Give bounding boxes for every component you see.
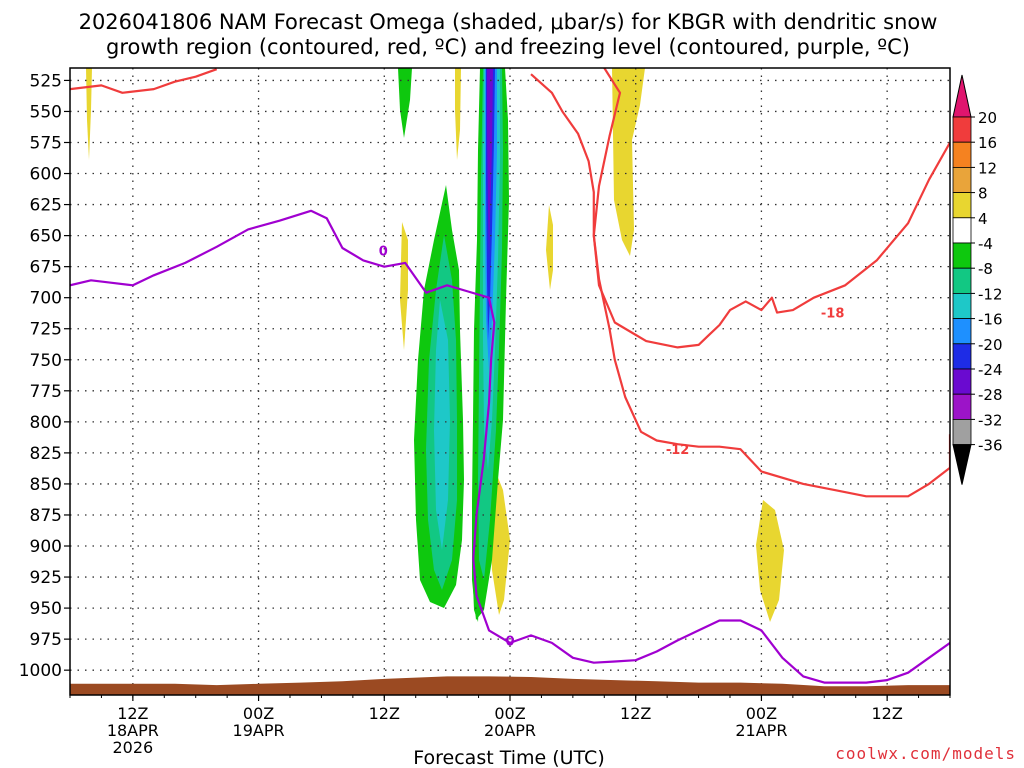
contour-line (592, 68, 950, 349)
colorbar-label: -12 (978, 285, 1003, 303)
colorbar-segment (952, 318, 972, 345)
y-tick-label: 625 (30, 196, 62, 216)
y-tick-label: 875 (30, 506, 62, 526)
y-tick-label: 575 (30, 133, 62, 153)
contour-line (70, 209, 950, 684)
colorbar-segment (952, 192, 972, 219)
colorbar-segment (952, 166, 972, 193)
y-tick-label: 775 (30, 382, 62, 402)
y-tick-label: 750 (30, 351, 62, 371)
colorbar-label: -32 (978, 411, 1003, 429)
colorbar-segment (952, 141, 972, 168)
colorbar-segment (952, 343, 972, 370)
y-tick-label: 825 (30, 444, 62, 464)
y-tick-label: 975 (30, 630, 62, 650)
x-tick-label: 00Z (746, 704, 777, 723)
colorbar-label: 4 (978, 210, 988, 228)
contour-label: 0 (379, 245, 388, 260)
colorbar-segment (952, 116, 972, 143)
x-tick-label: 12Z (369, 704, 400, 723)
y-tick-label: 800 (30, 413, 62, 433)
y-tick-label: 700 (30, 289, 62, 309)
x-tick-label: 2026 (112, 738, 153, 757)
y-tick-label: 900 (30, 537, 62, 557)
colorbar-segment (952, 292, 972, 319)
chart-title-line1: 2026041806 NAM Forecast Omega (shaded, μ… (79, 10, 938, 34)
chart-title-line2: growth region (contoured, red, ºC) and f… (106, 35, 910, 59)
colorbar: 20 16 12 8 4 -4 -8 -12 -16 -20 -24 -28 -32 -36 (952, 74, 1003, 485)
x-tick-label: 12Z (871, 704, 902, 723)
x-tick-label: 21APR (735, 721, 787, 740)
colorbar-segment (952, 393, 972, 420)
x-tick-label: 18APR (107, 721, 159, 740)
terrain-fill (70, 676, 950, 695)
y-tick-label: 925 (30, 568, 62, 588)
y-tick-label: 675 (30, 258, 62, 278)
contour-lines (70, 68, 950, 684)
y-tick-label: 950 (30, 599, 62, 619)
contour-label: -12 (666, 443, 690, 458)
x-tick-label: 00Z (243, 704, 274, 723)
x-tick-label: 12Z (117, 704, 148, 723)
contour-line (70, 68, 218, 94)
plot-area (70, 68, 950, 695)
colorbar-label: 16 (978, 134, 997, 152)
colorbar-label: 8 (978, 185, 988, 203)
x-tick-label: 20APR (484, 721, 536, 740)
colorbar-label: -4 (978, 235, 993, 253)
colorbar-label: -24 (978, 361, 1003, 379)
colorbar-label: -20 (978, 336, 1003, 354)
colorbar-bottom-arrow (952, 444, 972, 485)
contour-label: 0 (505, 634, 514, 649)
colorbar-segment (952, 368, 972, 395)
y-tick-label: 850 (30, 475, 62, 495)
y-axis-ticks: 525 550 575 600 625 650 675 700 725 750 775 800 825 8… (19, 71, 70, 681)
colorbar-segment (952, 267, 972, 294)
colorbar-segment (952, 418, 972, 445)
x-tick-label: 00Z (494, 704, 525, 723)
contour-label: -18 (821, 307, 845, 322)
x-axis-label: Forecast Time (UTC) (413, 747, 604, 768)
colorbar-label: 12 (978, 159, 997, 177)
colorbar-top-arrow (952, 74, 972, 118)
contour-labels: 0 0 -18 -12 (379, 245, 845, 650)
colorbar-label: -36 (978, 437, 1003, 455)
colorbar-label: -28 (978, 386, 1003, 404)
credit-text: coolwx.com/models (835, 744, 1016, 763)
colorbar-segment (952, 242, 972, 269)
x-tick-label: 12Z (620, 704, 651, 723)
y-tick-label: 1000 (19, 661, 62, 681)
terrain-area (70, 676, 950, 695)
y-tick-label: 525 (30, 71, 62, 91)
contour-line (530, 73, 950, 498)
colorbar-label: 20 (978, 109, 997, 127)
y-tick-label: 550 (30, 102, 62, 122)
y-tick-label: 650 (30, 227, 62, 247)
y-tick-label: 725 (30, 320, 62, 340)
colorbar-label: -16 (978, 311, 1003, 329)
x-tick-label: 19APR (233, 721, 285, 740)
colorbar-segment (952, 217, 972, 244)
y-tick-label: 600 (30, 165, 62, 185)
colorbar-label: -8 (978, 260, 993, 278)
